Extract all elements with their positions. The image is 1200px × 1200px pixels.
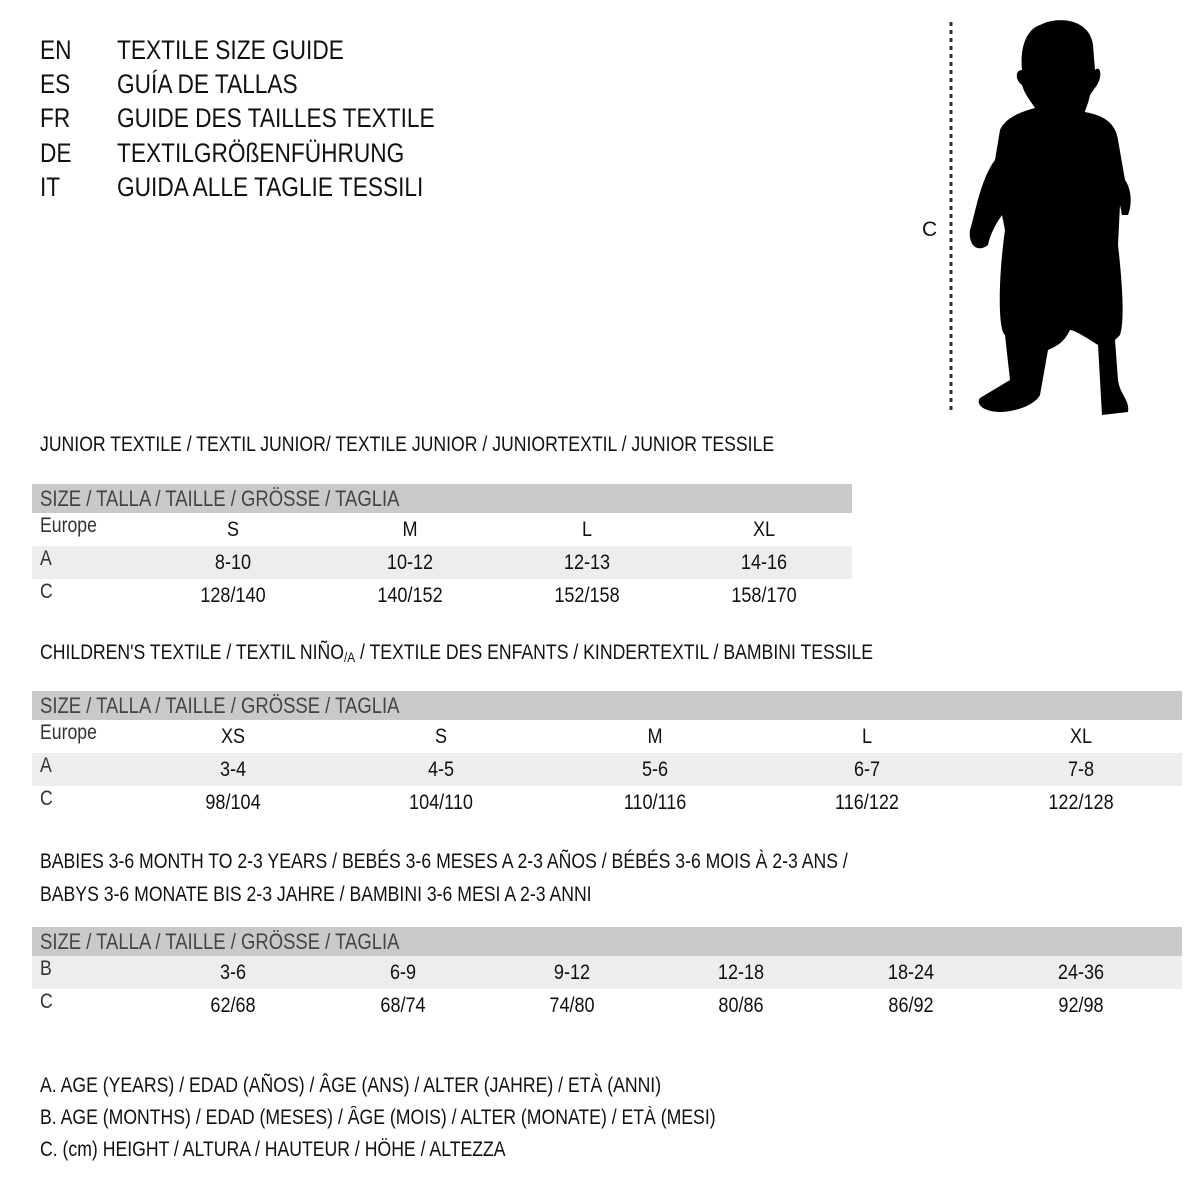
table-cell: 24-36 [1057, 961, 1105, 984]
child-silhouette-icon [949, 20, 1131, 416]
table-cell: S [226, 518, 240, 541]
height-figure: C [900, 0, 1200, 430]
table-cell: 14-16 [740, 551, 788, 574]
legend-c: C. (cm) HEIGHT / ALTURA / HAUTEUR / HÖHE… [40, 1138, 506, 1161]
table-row-a: A 3-4 4-5 5-6 6-7 7-8 [32, 753, 1182, 786]
table-row-c: C 98/104 104/110 110/116 116/122 122/128 [32, 786, 1182, 819]
junior-section-title: JUNIOR TEXTILE / TEXTIL JUNIOR/ TEXTILE … [40, 433, 775, 456]
table-cell: XL [1069, 725, 1093, 748]
table-cell: XL [752, 518, 776, 541]
table-cell: 7-8 [1067, 758, 1095, 781]
table-cell: 68/74 [380, 994, 426, 1017]
children-size-table: SIZE / TALLA / TAILLE / GRÖSSE / TAGLIA … [32, 691, 1182, 819]
table-row-b: B 3-6 6-9 9-12 12-18 18-24 24-36 [32, 956, 1182, 989]
table-cell: 12-18 [717, 961, 765, 984]
guide-title: GUIDE DES TAILLES TEXTILE [117, 103, 435, 133]
table-cell: 12-13 [563, 551, 611, 574]
table-cell: 18-24 [887, 961, 935, 984]
language-code: ES [40, 69, 71, 99]
language-code: EN [40, 35, 72, 65]
table-cell: XS [220, 725, 246, 748]
legend-a: A. AGE (YEARS) / EDAD (AÑOS) / ÂGE (ANS)… [40, 1074, 662, 1097]
table-cell: 86/92 [888, 994, 934, 1017]
table-header: SIZE / TALLA / TAILLE / GRÖSSE / TAGLIA [32, 484, 852, 513]
table-cell: 98/104 [205, 791, 261, 814]
guide-title: TEXTILE SIZE GUIDE [117, 35, 344, 65]
table-cell: M [402, 518, 418, 541]
table-cell: 122/128 [1048, 791, 1114, 814]
table-cell: 8-10 [214, 551, 252, 574]
guide-title: GUIDA ALLE TAGLIE TESSILI [117, 172, 424, 202]
table-cell: 140/152 [377, 584, 443, 607]
children-section-title: CHILDREN'S TEXTILE / TEXTIL NIÑO/A / TEX… [40, 641, 874, 665]
table-cell: 110/116 [623, 791, 687, 814]
table-cell: 62/68 [210, 994, 256, 1017]
junior-size-table: SIZE / TALLA / TAILLE / GRÖSSE / TAGLIA … [32, 484, 852, 612]
legend: A. AGE (YEARS) / EDAD (AÑOS) / ÂGE (ANS)… [40, 1070, 844, 1166]
table-cell: 104/110 [409, 791, 473, 814]
language-code: DE [40, 138, 72, 168]
guide-title: GUÍA DE TALLAS [117, 69, 298, 99]
table-cell: L [581, 518, 593, 541]
table-cell: 116/122 [835, 791, 899, 814]
babies-section-title: BABIES 3-6 MONTH TO 2-3 YEARS / BEBÉS 3-… [40, 850, 848, 906]
table-cell: 3-6 [219, 961, 247, 984]
table-cell: 128/140 [200, 584, 266, 607]
table-header: SIZE / TALLA / TAILLE / GRÖSSE / TAGLIA [32, 927, 1182, 956]
table-cell: 4-5 [427, 758, 455, 781]
table-header: SIZE / TALLA / TAILLE / GRÖSSE / TAGLIA [32, 691, 1182, 720]
language-code: FR [40, 103, 71, 133]
table-cell: 9-12 [553, 961, 591, 984]
table-row-a: A 8-10 10-12 12-13 14-16 [32, 546, 852, 579]
table-row-c: C 128/140 140/152 152/158 158/170 [32, 579, 852, 612]
table-cell: S [434, 725, 448, 748]
legend-b: B. AGE (MONTHS) / EDAD (MESES) / ÂGE (MO… [40, 1106, 716, 1129]
table-cell: 92/98 [1058, 994, 1104, 1017]
table-cell: 74/80 [549, 994, 595, 1017]
table-cell: 6-7 [853, 758, 881, 781]
guide-title: TEXTILGRÖßENFÜHRUNG [117, 138, 405, 168]
table-row-c: C 62/68 68/74 74/80 80/86 86/92 92/98 [32, 989, 1182, 1022]
table-row-europe: Europe S M L XL [32, 513, 852, 546]
table-cell: 5-6 [641, 758, 669, 781]
table-cell: 80/86 [718, 994, 764, 1017]
table-cell: 158/170 [731, 584, 797, 607]
table-cell: L [861, 725, 873, 748]
height-label: C [922, 218, 938, 241]
table-cell: 152/158 [554, 584, 620, 607]
table-cell: 10-12 [386, 551, 434, 574]
babies-size-table: SIZE / TALLA / TAILLE / GRÖSSE / TAGLIA … [32, 927, 1182, 1022]
table-cell: 3-4 [219, 758, 247, 781]
language-code: IT [40, 172, 61, 202]
table-row-europe: Europe XS S M L XL [32, 720, 1182, 753]
table-cell: M [647, 725, 663, 748]
table-cell: 6-9 [389, 961, 417, 984]
